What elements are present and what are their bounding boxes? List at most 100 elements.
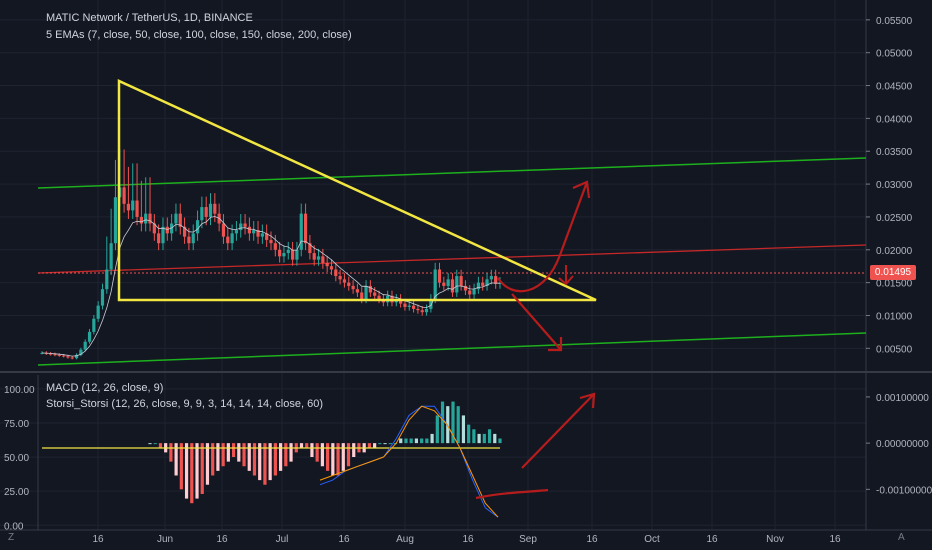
- macd-bar: [268, 443, 272, 481]
- macd-bar: [346, 443, 351, 467]
- macd-bar: [326, 443, 330, 471]
- candle-body: [334, 269, 338, 277]
- arrow-curve-up: [497, 181, 589, 293]
- candle-body: [342, 279, 347, 283]
- candle-body: [243, 223, 247, 227]
- candle-body: [450, 279, 455, 293]
- candle-body: [62, 355, 66, 357]
- x-tick-label: Jun: [157, 534, 173, 545]
- macd-bar: [498, 438, 502, 444]
- candle-body: [178, 213, 182, 227]
- macd-bar: [414, 438, 419, 444]
- candle-body: [204, 207, 208, 217]
- candle-body: [442, 282, 446, 286]
- storsi-y-tick-label: 100.00: [4, 385, 35, 396]
- zoom-z-button[interactable]: Z: [8, 532, 15, 543]
- macd-bar: [252, 443, 257, 476]
- y-tick-label: 0.04000: [876, 114, 913, 125]
- candle-body: [247, 226, 251, 234]
- x-tick-label: 16: [216, 534, 228, 545]
- storsi-y-tick-label: 0.00: [4, 521, 24, 532]
- macd-bar: [195, 443, 199, 499]
- macd-bar: [284, 443, 288, 467]
- x-tick-label: Sep: [519, 534, 537, 545]
- macd-bar: [451, 401, 455, 444]
- candle-body: [131, 200, 135, 211]
- candle-body: [316, 256, 321, 260]
- macd-bar: [487, 429, 492, 444]
- candle-body: [208, 203, 213, 217]
- auto-scale-button[interactable]: A: [898, 532, 905, 543]
- y-tick-label: 0.01500: [876, 279, 913, 290]
- candle-body: [79, 349, 83, 355]
- candle-body: [429, 299, 433, 309]
- candle-body: [489, 276, 493, 280]
- macd-bar: [404, 438, 408, 444]
- candle-body: [195, 220, 200, 234]
- candle-body: [252, 230, 256, 234]
- macd-bar: [352, 443, 356, 457]
- storsi-y-tick-label: 25.00: [4, 487, 29, 498]
- macd-bar: [341, 443, 345, 471]
- macd-y-tick-label: 0.00000000: [876, 439, 929, 450]
- macd-bar: [320, 443, 324, 467]
- arrow-breakdown: [511, 293, 563, 352]
- macd-bar: [409, 438, 413, 444]
- macd-bar: [221, 443, 225, 467]
- candle-body: [278, 249, 282, 257]
- candle-body: [157, 233, 161, 244]
- macd-bar: [467, 424, 471, 444]
- candle-body: [113, 197, 118, 244]
- candle-body: [213, 203, 217, 214]
- macd-bar: [205, 443, 210, 485]
- candle-body: [321, 256, 325, 263]
- candle-body: [174, 213, 178, 224]
- candle-body: [148, 213, 152, 224]
- candle-body: [403, 303, 407, 307]
- candle-body: [368, 285, 372, 293]
- macd-bar: [148, 443, 152, 445]
- macd-bar: [367, 443, 372, 448]
- candle-body: [463, 285, 468, 291]
- candle-body: [325, 262, 329, 267]
- macd-bar: [399, 438, 403, 444]
- macd-bar: [435, 415, 439, 444]
- candle-body: [373, 292, 377, 296]
- macd-bar: [289, 443, 293, 462]
- macd-bar: [440, 401, 445, 444]
- macd-bar: [482, 433, 486, 444]
- macd-bar: [200, 443, 204, 494]
- macd-bar: [169, 443, 173, 462]
- candle-body: [182, 226, 187, 237]
- candle-body: [187, 236, 191, 244]
- candle-body: [299, 213, 303, 250]
- x-tick-label: 16: [462, 534, 474, 545]
- y-tick-label: 0.03000: [876, 180, 913, 191]
- candle-body: [83, 341, 87, 350]
- macd-bar: [263, 443, 267, 485]
- candle-body: [96, 305, 100, 319]
- macd-bar: [461, 415, 466, 444]
- candle-body: [360, 292, 364, 300]
- candle-body: [351, 285, 355, 290]
- green-channel-upper: [37, 157, 867, 189]
- candle-body: [472, 289, 476, 295]
- x-tick-label: 16: [586, 534, 598, 545]
- candle-body: [269, 239, 273, 244]
- candle-body: [53, 354, 57, 356]
- candle-body: [303, 213, 308, 244]
- macd-bar: [456, 406, 460, 444]
- candle-body: [295, 249, 299, 260]
- arrow-indicator-up: [475, 392, 596, 500]
- macd-histogram: [148, 401, 502, 504]
- candle-body: [459, 276, 463, 286]
- macd-bar: [388, 443, 392, 445]
- candle-body: [57, 354, 61, 356]
- macd-bar: [174, 443, 178, 476]
- candle-body: [291, 249, 295, 260]
- candle-body: [347, 282, 351, 286]
- candle-body: [424, 308, 429, 313]
- candle-body: [66, 356, 70, 358]
- candle-body: [485, 279, 489, 286]
